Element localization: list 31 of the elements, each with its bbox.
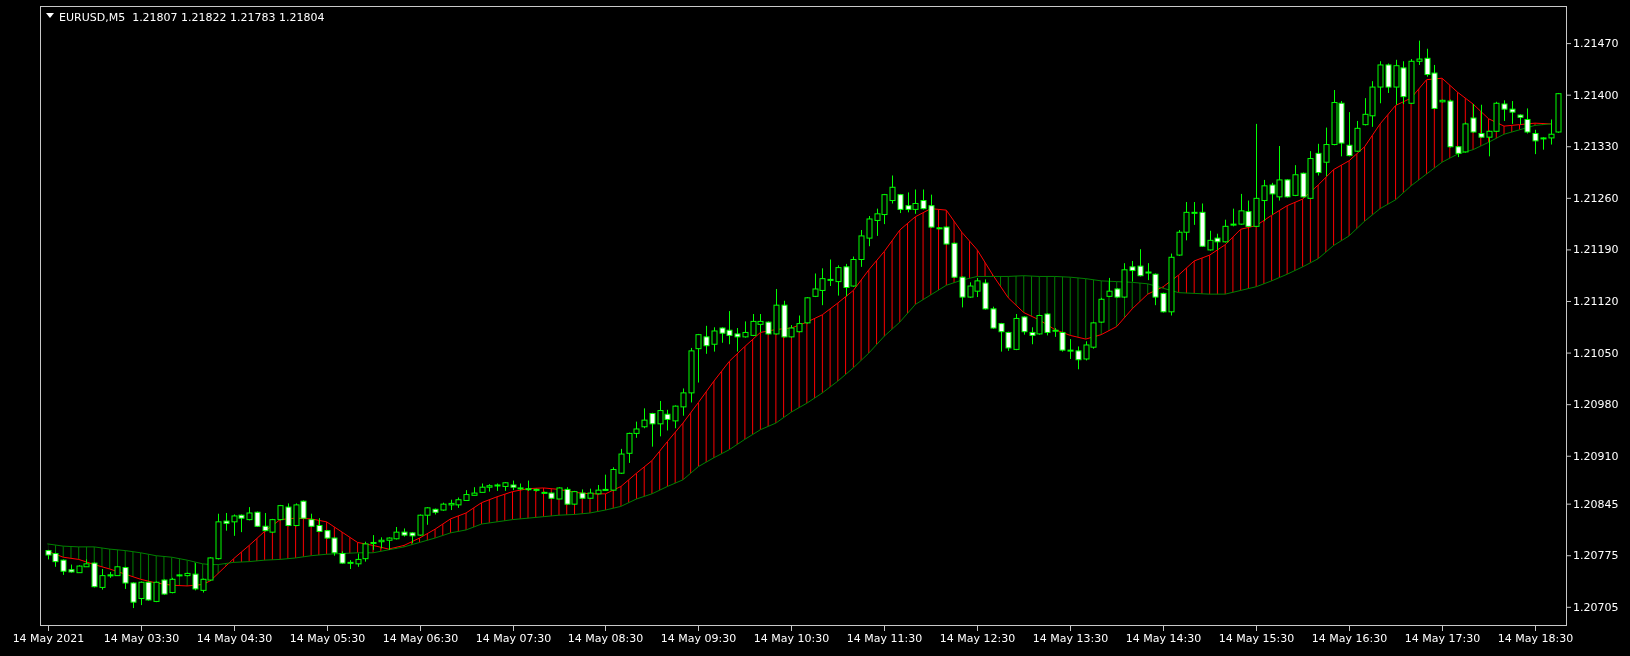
y-tick-label: 1.21470 <box>1573 37 1619 51</box>
y-tick-label: 1.21190 <box>1573 243 1619 257</box>
x-tick-label: 14 May 11:30 <box>846 632 923 645</box>
x-tick-label: 14 May 10:30 <box>753 632 830 645</box>
y-tick-label: 1.20845 <box>1573 497 1619 511</box>
x-tick-label: 14 May 14:30 <box>1125 632 1202 645</box>
y-tick-label: 1.21260 <box>1573 191 1619 205</box>
x-tick-label: 14 May 07:30 <box>475 632 552 645</box>
x-tick-label: 14 May 2021 <box>12 632 85 645</box>
candlestick <box>1524 107 1531 134</box>
x-tick-label: 14 May 17:30 <box>1404 632 1481 645</box>
y-tick-label: 1.20775 <box>1573 549 1619 563</box>
x-tick-label: 14 May 05:30 <box>289 632 366 645</box>
x-tick-label: 14 May 12:30 <box>939 632 1016 645</box>
x-tick-label: 14 May 03:30 <box>103 632 180 645</box>
x-tick-label: 14 May 18:30 <box>1497 632 1574 645</box>
x-tick-label: 14 May 16:30 <box>1311 632 1388 645</box>
y-tick-label: 1.20910 <box>1573 449 1619 463</box>
y-tick-label: 1.21120 <box>1573 295 1619 308</box>
x-tick-label: 14 May 09:30 <box>660 632 737 645</box>
text: EURUSD,M5 1.21807 1.21822 1.21783 1.21804 <box>59 11 325 24</box>
x-tick-label: 14 May 06:30 <box>382 632 459 645</box>
x-tick-label: 14 May 13:30 <box>1032 632 1109 645</box>
y-tick-label: 1.21400 <box>1573 88 1619 102</box>
x-tick-label: 14 May 04:30 <box>196 632 273 645</box>
x-tick-label: 14 May 08:30 <box>567 632 644 645</box>
x-tick-label: 14 May 15:30 <box>1218 632 1295 645</box>
y-tick-label: 1.21330 <box>1573 140 1619 154</box>
y-tick-label: 1.21050 <box>1573 346 1619 360</box>
y-tick-label: 1.20705 <box>1573 600 1619 614</box>
y-tick-label: 1.20980 <box>1573 398 1619 412</box>
